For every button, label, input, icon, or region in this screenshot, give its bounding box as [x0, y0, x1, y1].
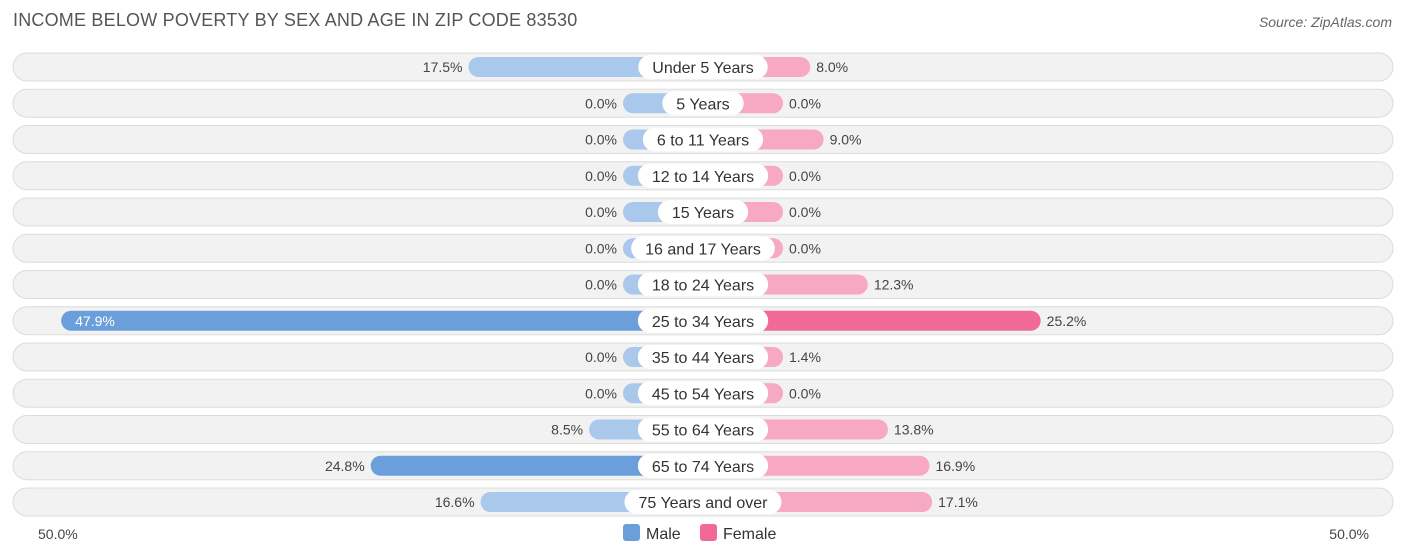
- female-value-label: 9.0%: [830, 132, 862, 148]
- category-label: 45 to 54 Years: [652, 386, 754, 403]
- category-label: 25 to 34 Years: [652, 314, 754, 331]
- male-value-label: 17.5%: [423, 59, 463, 75]
- male-bar: [61, 310, 703, 331]
- male-value-label: 0.0%: [585, 277, 617, 293]
- male-value-label: 24.8%: [325, 458, 365, 474]
- male-value-label: 47.9%: [75, 313, 115, 329]
- chart-row: 0.0% 9.0% 6 to 11 Years: [12, 125, 1394, 154]
- category-pill: [637, 163, 769, 188]
- female-value-label: 0.0%: [789, 168, 821, 184]
- male-legend-label: Male: [646, 526, 681, 543]
- chart-row: 0.0% 0.0% 12 to 14 Years: [12, 161, 1394, 191]
- female-value-label: 12.3%: [874, 277, 914, 293]
- category-pill: [642, 127, 764, 152]
- category-label: 55 to 64 Years: [652, 423, 754, 440]
- category-pill: [638, 55, 768, 79]
- male-value-label: 0.0%: [585, 95, 617, 111]
- female-value-label: 1.4%: [789, 349, 821, 365]
- female-value-label: 0.0%: [789, 385, 821, 401]
- category-label: 12 to 14 Years: [652, 169, 754, 186]
- chart-row: 0.0% 0.0% 15 Years: [12, 197, 1394, 227]
- male-legend-swatch: [623, 524, 640, 541]
- category-pill: [637, 453, 769, 478]
- chart-row: 0.0% 0.0% 5 Years: [12, 88, 1394, 118]
- category-label: 5 Years: [676, 96, 729, 113]
- female-value-label: 0.0%: [789, 240, 821, 256]
- chart-row: 0.0% 12.3% 18 to 24 Years: [12, 270, 1394, 299]
- male-value-label: 0.0%: [585, 385, 617, 401]
- chart-row: 24.8% 16.9% 65 to 74 Years: [12, 451, 1394, 481]
- female-bar: [703, 310, 1041, 331]
- category-pill: [657, 200, 749, 224]
- category-label: 18 to 24 Years: [652, 278, 754, 295]
- category-pill: [637, 417, 769, 442]
- male-value-label: 0.0%: [585, 132, 617, 148]
- chart-row: 0.0% 0.0% 45 to 54 Years: [12, 378, 1394, 408]
- female-value-label: 17.1%: [938, 494, 978, 510]
- category-pill: [631, 236, 775, 261]
- male-value-label: 16.6%: [435, 494, 475, 510]
- female-legend-swatch: [700, 524, 717, 541]
- category-pill: [637, 345, 769, 369]
- female-legend-label: Female: [723, 526, 776, 543]
- axis-right-label: 50.0%: [1329, 526, 1369, 542]
- chart-row: 16.6% 17.1% 75 Years and over: [12, 487, 1394, 517]
- category-pill: [637, 308, 769, 333]
- chart-row: 47.9% 25.2% 25 to 34 Years: [12, 306, 1394, 336]
- chart-row: 0.0% 1.4% 35 to 44 Years: [12, 342, 1394, 372]
- category-label: 35 to 44 Years: [652, 350, 754, 367]
- male-bar: [370, 455, 703, 476]
- category-label: Under 5 Years: [652, 60, 753, 77]
- chart-source: Source: ZipAtlas.com: [1258, 14, 1392, 30]
- female-value-label: 13.8%: [894, 422, 934, 438]
- category-label: 16 and 17 Years: [645, 241, 761, 258]
- chart-row: 8.5% 13.8% 55 to 64 Years: [12, 415, 1394, 444]
- female-value-label: 8.0%: [816, 59, 848, 75]
- female-value-label: 0.0%: [789, 204, 821, 220]
- category-label: 65 to 74 Years: [652, 459, 754, 476]
- chart-row: 17.5% 8.0% Under 5 Years: [12, 52, 1394, 82]
- male-value-label: 8.5%: [551, 422, 583, 438]
- chart-row: 0.0% 0.0% 16 and 17 Years: [12, 233, 1394, 263]
- category-label: 15 Years: [672, 205, 734, 222]
- category-label: 75 Years and over: [639, 495, 769, 512]
- chart-title: INCOME BELOW POVERTY BY SEX AND AGE IN Z…: [13, 10, 578, 30]
- axis-left-label: 50.0%: [38, 526, 78, 542]
- male-value-label: 0.0%: [585, 204, 617, 220]
- female-value-label: 25.2%: [1047, 313, 1087, 329]
- category-pill: [662, 91, 744, 116]
- male-value-label: 0.0%: [585, 349, 617, 365]
- male-value-label: 0.0%: [585, 240, 617, 256]
- legend: Male Female: [623, 524, 776, 543]
- category-pill: [637, 381, 769, 406]
- category-label: 6 to 11 Years: [657, 133, 749, 150]
- female-value-label: 16.9%: [935, 458, 975, 474]
- female-value-label: 0.0%: [789, 95, 821, 111]
- category-pill: [624, 490, 782, 514]
- male-value-label: 0.0%: [585, 168, 617, 184]
- category-pill: [637, 272, 769, 297]
